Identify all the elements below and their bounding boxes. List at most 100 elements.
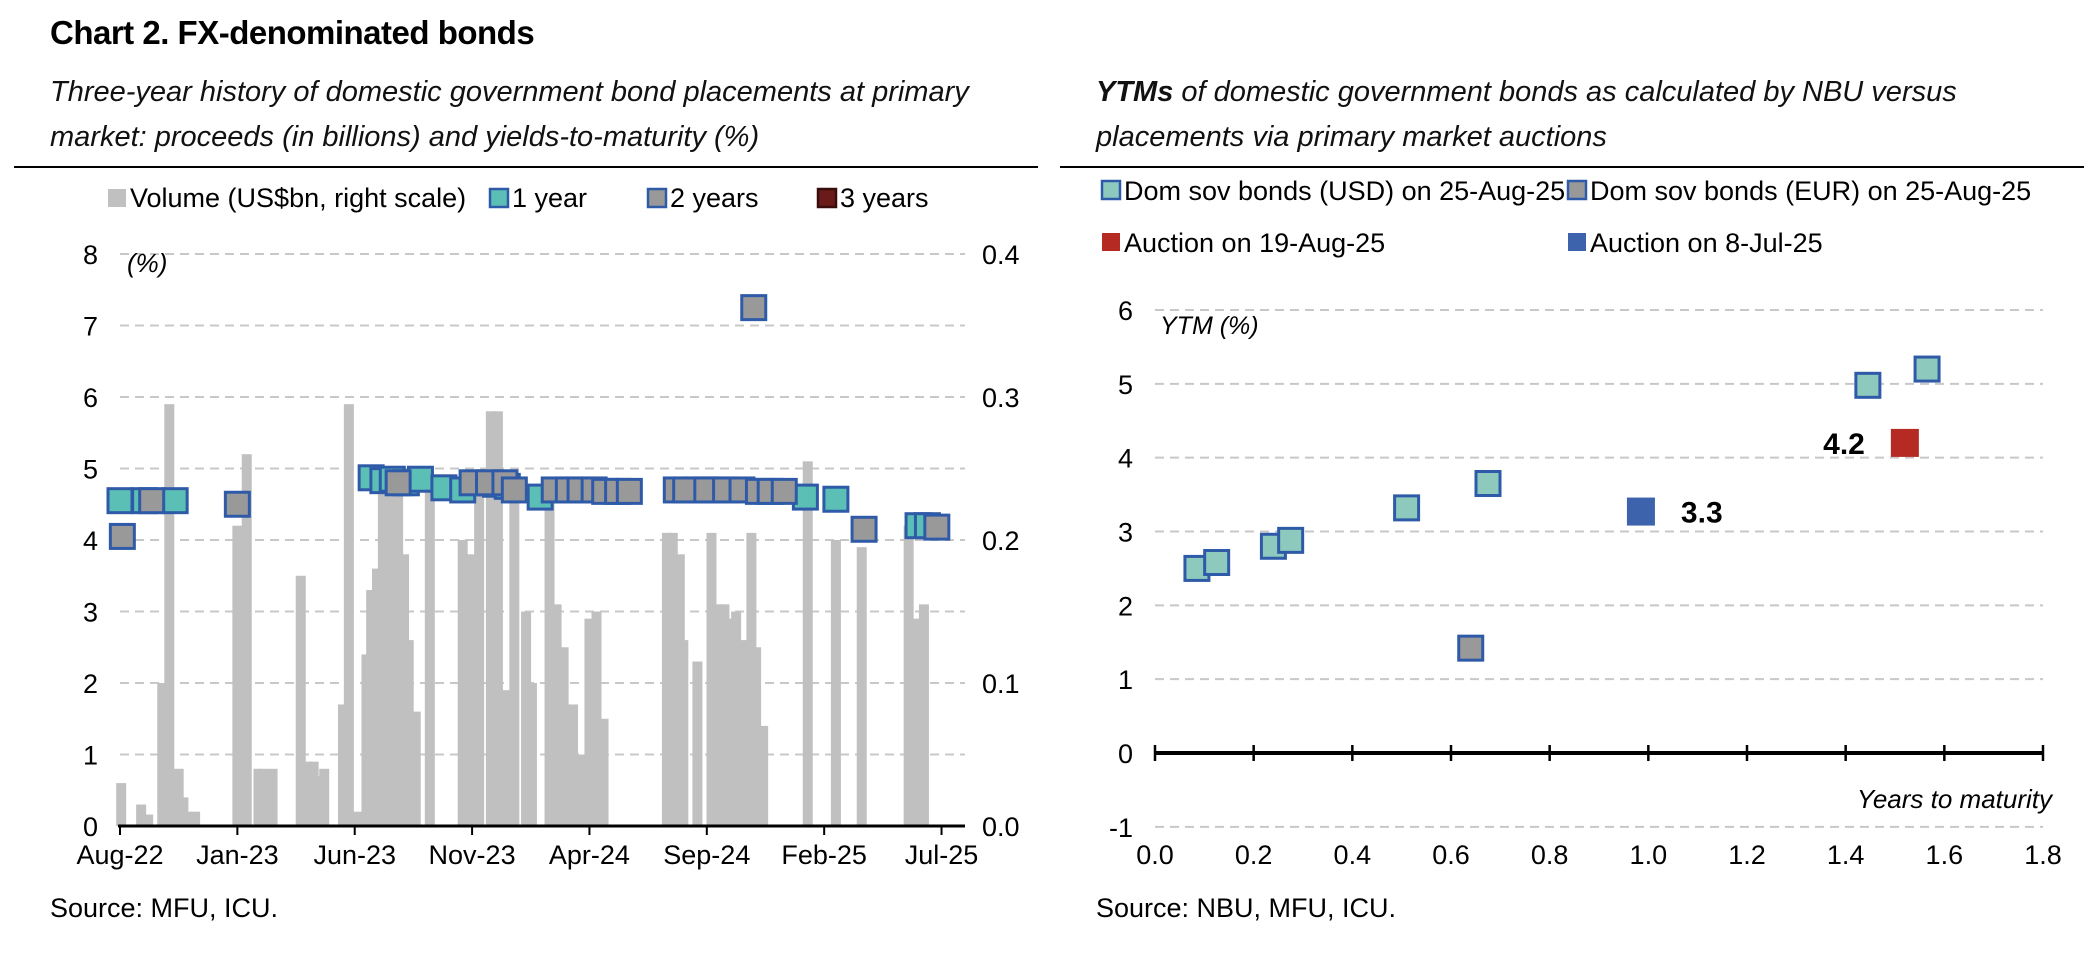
right-source: Source: NBU, MFU, ICU. (1096, 893, 1397, 923)
volume-bar (521, 611, 532, 826)
left-x-tick-label: Jun-23 (313, 840, 396, 870)
right-y-tick-label: -1 (1109, 813, 1133, 843)
left-legend-swatch (488, 187, 510, 209)
volume-bar (457, 540, 468, 826)
right-chart-subtitle-bold: YTMs (1096, 76, 1174, 108)
volume-bar (485, 411, 496, 826)
volume-bar (667, 532, 678, 826)
left-x-tick-label: Jul-25 (905, 840, 979, 870)
volume-bar (526, 683, 537, 826)
ytm-marker-0 (1277, 526, 1305, 554)
volume-bar (424, 482, 435, 826)
left-y-tick-label: 5 (83, 455, 98, 485)
volume-bar (295, 575, 306, 826)
left-header-rule (14, 166, 1038, 168)
volume-bar (366, 590, 377, 826)
left-x-tick-label: Apr-24 (549, 840, 630, 870)
yield-marker-2-years (770, 477, 798, 505)
right-y-tick-label: 1 (1118, 665, 1133, 695)
ytm-marker-0 (1474, 470, 1502, 498)
volume-bar (372, 568, 383, 826)
yield-marker-2-years (384, 469, 412, 497)
volume-bar (598, 718, 609, 826)
volume-bar (377, 482, 388, 826)
yield-marker-1-year (161, 487, 189, 515)
volume-bar (232, 525, 243, 826)
yield-marker-1-year (106, 487, 134, 515)
right-legend-label: Auction on 8-Jul-25 (1590, 228, 1823, 258)
volume-bar (386, 468, 397, 826)
yield-marker-2-years (923, 513, 951, 541)
left-x-tick-label: Aug-22 (76, 840, 163, 870)
volume-bar (544, 497, 555, 826)
left-y-tick-label: 4 (83, 526, 98, 556)
volume-bar (183, 811, 194, 826)
volume-bar (116, 783, 127, 826)
volume-bar (725, 618, 736, 826)
volume-bar (719, 604, 730, 826)
volume-bar (464, 554, 475, 826)
right-legend-label: Auction on 19-Aug-25 (1124, 228, 1385, 258)
left-legend-swatch (816, 187, 838, 209)
volume-bar (241, 454, 252, 826)
volume-bar (343, 404, 354, 826)
left-legend-label: 3 years (840, 183, 929, 213)
left-x-tick-label: Feb-25 (781, 840, 867, 870)
volume-bar (918, 604, 929, 826)
right-x-tick-label: 0.6 (1432, 840, 1470, 870)
volume-bar (352, 811, 363, 826)
volume-bar (258, 768, 269, 826)
ytm-marker-0 (1203, 549, 1231, 577)
left-legend-swatch (646, 187, 668, 209)
volume-bar (337, 704, 348, 826)
volume-bar (492, 411, 503, 826)
volume-bar (136, 804, 147, 826)
volume-bar (591, 611, 602, 826)
right-x-tick-label: 1.0 (1630, 840, 1668, 870)
volume-bar (911, 618, 922, 826)
volume-bar (551, 604, 562, 826)
volume-bar (157, 683, 168, 826)
volume-bar (830, 540, 841, 826)
right-y-tick-label: 3 (1118, 518, 1133, 548)
right-x-tick-label: 0.0 (1136, 840, 1174, 870)
right-y-tick-label: 5 (1118, 370, 1133, 400)
volume-bar (678, 640, 689, 826)
yield-marker-2-years (223, 490, 251, 518)
volume-bar (164, 404, 175, 826)
left-legend-label: 2 years (670, 183, 759, 213)
volume-bar (751, 647, 762, 826)
right-y-tick-label: 0.0 (982, 812, 1020, 842)
right-legend-label: Dom sov bonds (USD) on 25-Aug-25 (1124, 176, 1565, 206)
volume-bar (584, 618, 595, 826)
left-source: Source: MFU, ICU. (50, 893, 279, 923)
yield-marker-2-years (500, 476, 528, 504)
left-x-tick-label: Jan-23 (196, 840, 279, 870)
volume-bar (577, 754, 588, 826)
right-y-tick-label: 0.3 (982, 383, 1020, 413)
right-y-axis-label: YTM (%) (1160, 312, 1259, 340)
volume-bar (737, 640, 748, 826)
right-legend-swatch (1568, 233, 1586, 251)
volume-bar (509, 489, 520, 826)
volume-bar (502, 690, 513, 826)
left-legend-swatch (108, 189, 126, 207)
volume-bar (568, 704, 579, 826)
right-y-tick-label: 0 (1118, 739, 1133, 769)
yield-marker-2-years (740, 294, 768, 322)
volume-bar (267, 768, 278, 826)
right-x-tick-label: 0.2 (1235, 840, 1273, 870)
right-y-tick-label: 2 (1118, 591, 1133, 621)
left-y-tick-label: 7 (83, 312, 98, 342)
volume-bar (403, 640, 414, 826)
ytm-marker-1 (1457, 634, 1485, 662)
volume-bar (856, 547, 867, 826)
ytm-marker-2 (1890, 428, 1919, 457)
right-legend-swatch (1102, 233, 1120, 251)
volume-bar (903, 525, 914, 826)
left-legend-label: 1 year (512, 183, 587, 213)
ytm-marker-0 (1393, 494, 1421, 522)
ytm-marker-0 (1854, 371, 1882, 399)
right-x-tick-label: 1.8 (2024, 840, 2062, 870)
